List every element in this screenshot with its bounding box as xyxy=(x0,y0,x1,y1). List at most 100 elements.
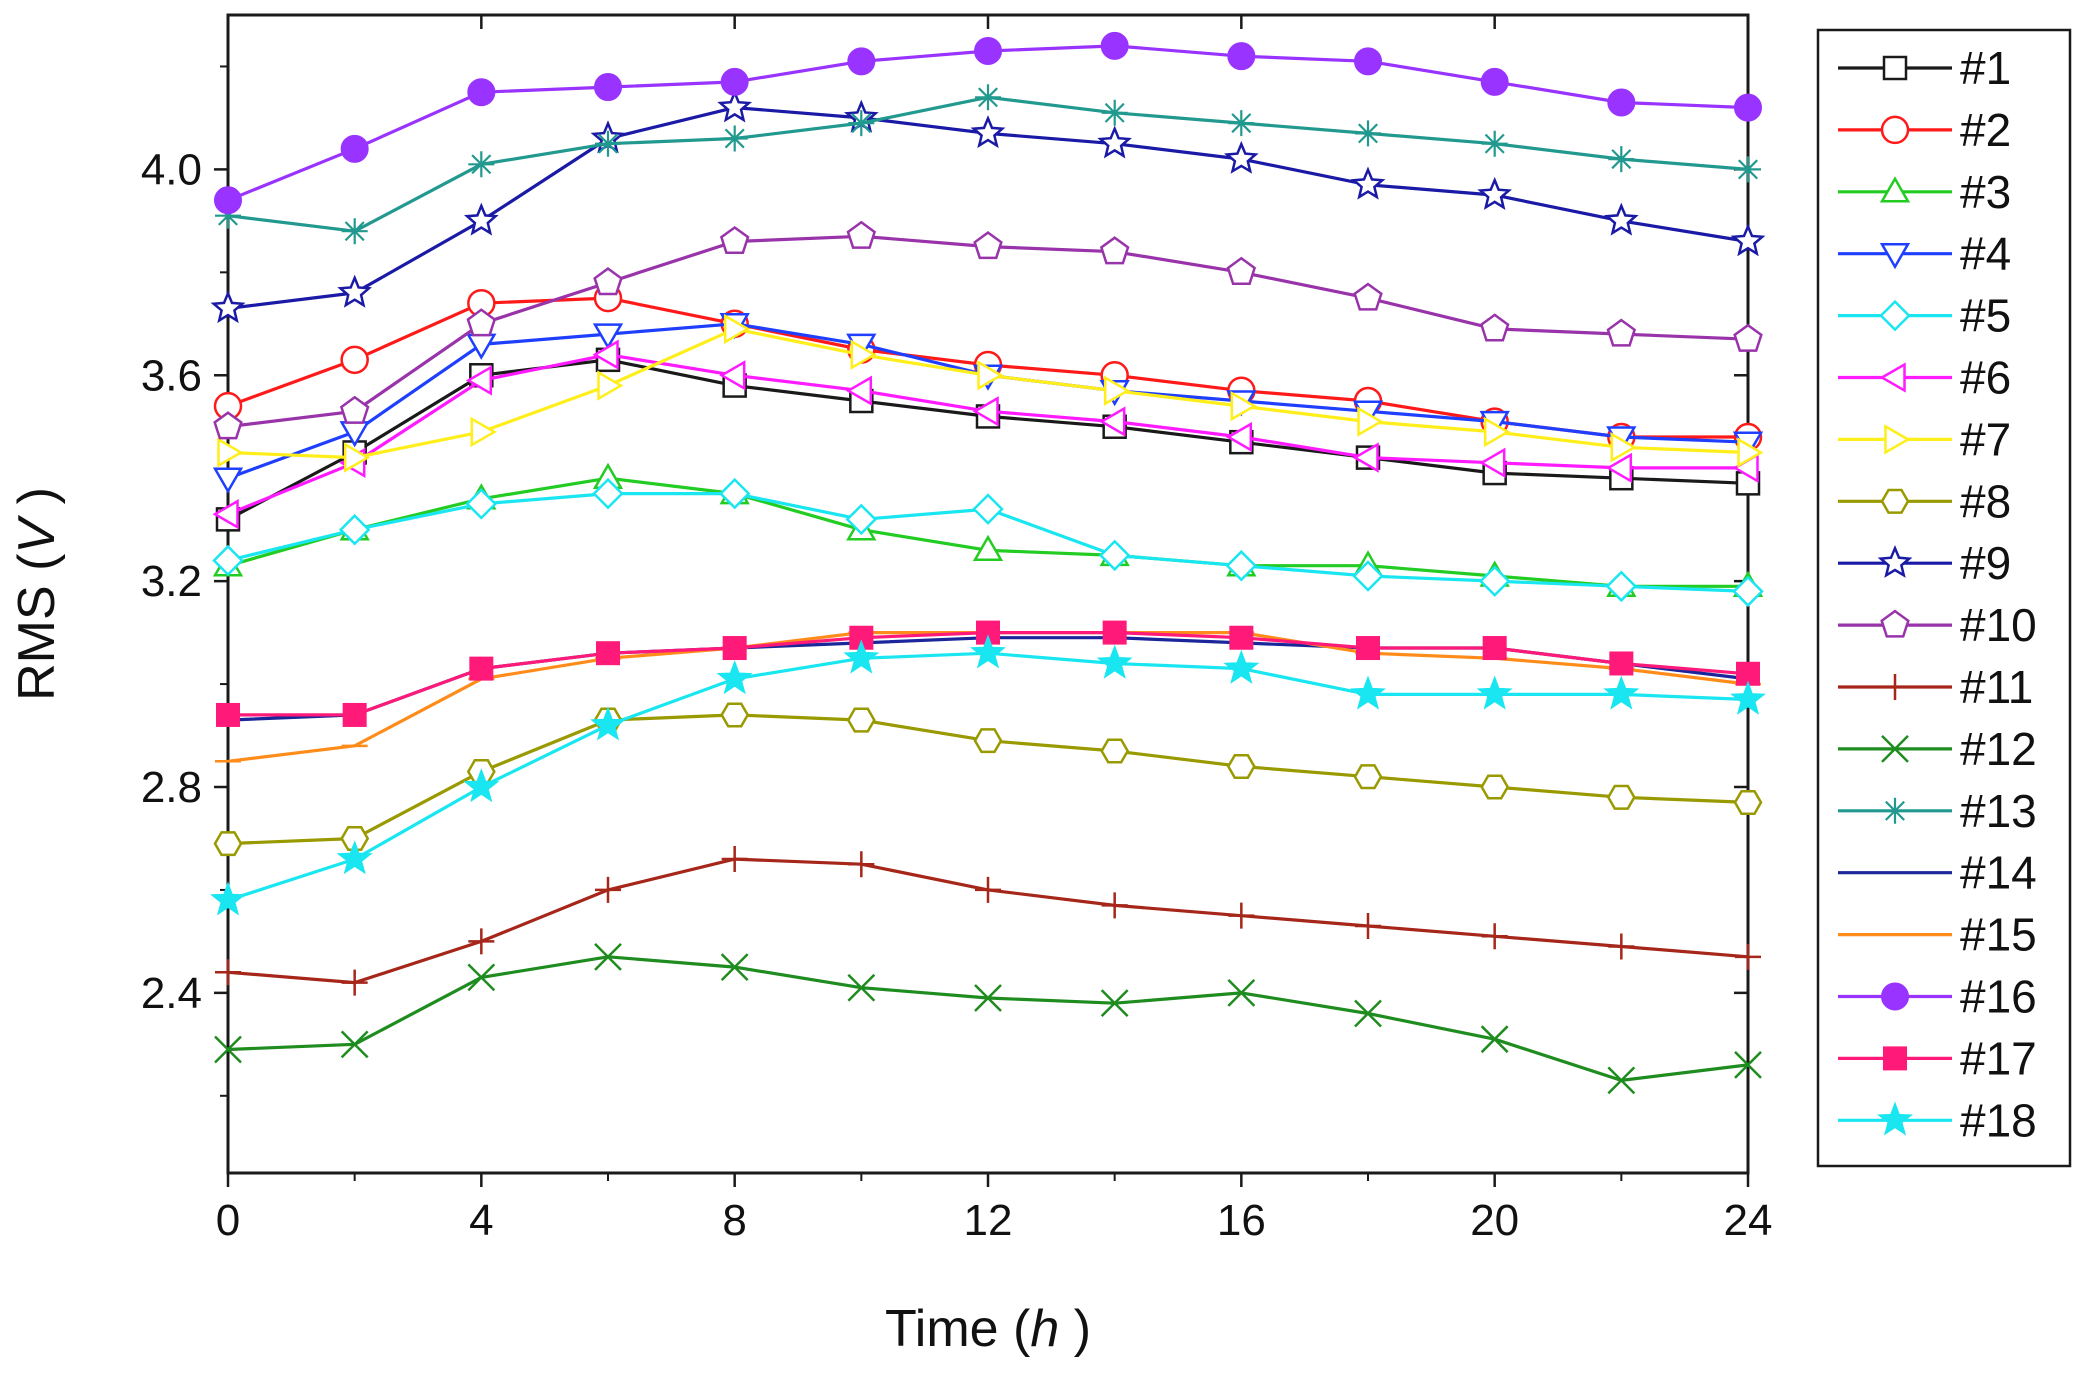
data-point xyxy=(213,411,243,440)
legend-label: #7 xyxy=(1960,413,2011,465)
data-point xyxy=(723,313,751,345)
data-point xyxy=(215,959,241,986)
data-point xyxy=(1097,125,1132,159)
data-point xyxy=(847,47,876,76)
legend-item: #15 xyxy=(1838,909,2037,961)
data-point xyxy=(1733,323,1763,352)
data-point xyxy=(340,134,369,163)
legend-label: #2 xyxy=(1960,104,2011,156)
data-point xyxy=(848,110,875,137)
data-point xyxy=(1225,549,1258,582)
data-point xyxy=(1228,110,1255,137)
data-point xyxy=(974,984,1002,1012)
data-point xyxy=(593,267,623,296)
y-axis-title-unit: V xyxy=(8,515,66,554)
data-point xyxy=(464,202,499,236)
legend-label: #10 xyxy=(1960,599,2037,651)
legend-label: #8 xyxy=(1960,475,2011,527)
series-16 xyxy=(214,31,1762,215)
series-6 xyxy=(212,339,1759,530)
data-point xyxy=(1224,140,1259,174)
data-point xyxy=(1479,313,1510,342)
legend-label: #16 xyxy=(1960,971,2037,1023)
data-point xyxy=(1608,933,1635,960)
data-point xyxy=(720,67,749,96)
data-point xyxy=(1102,620,1127,645)
x-axis-title-main: Time ( xyxy=(885,1300,1031,1358)
data-point xyxy=(592,339,619,370)
legend-box xyxy=(1816,28,2072,1168)
data-point xyxy=(719,225,750,255)
data-point xyxy=(1606,784,1636,810)
legend-marker xyxy=(1879,299,1911,332)
legend-marker xyxy=(1882,674,1908,700)
data-point xyxy=(1226,256,1257,285)
axes: 0 4 8 12 16 20 24 2.4 2.8 3.2 3.6 4.0 xyxy=(141,15,1773,1245)
data-point xyxy=(465,365,493,396)
x-tick-label: 20 xyxy=(1470,1196,1519,1245)
series-13 xyxy=(215,84,1761,245)
data-point xyxy=(1479,447,1506,478)
y-axis-title: RMS (V ) xyxy=(8,487,66,701)
data-point xyxy=(973,231,1003,260)
data-point xyxy=(846,220,877,249)
legend-marker xyxy=(1884,424,1911,455)
series-12 xyxy=(214,942,1762,1095)
legend-item: #17 xyxy=(1838,1032,2037,1084)
data-point xyxy=(1603,675,1640,710)
legend-label: #9 xyxy=(1960,537,2011,589)
x-tick-label: 12 xyxy=(964,1196,1013,1245)
legend-label: #3 xyxy=(1960,166,2011,218)
data-point xyxy=(1735,943,1761,970)
data-point xyxy=(336,840,373,875)
legend-item: #9 xyxy=(1838,537,2011,589)
data-point xyxy=(1100,989,1129,1018)
data-point xyxy=(463,768,500,803)
data-point xyxy=(1607,88,1636,117)
data-point xyxy=(338,513,371,546)
data-point xyxy=(1734,1051,1762,1079)
series-5 xyxy=(212,477,1764,608)
data-point xyxy=(1229,625,1254,650)
data-point xyxy=(469,656,494,681)
data-point xyxy=(212,544,244,577)
data-point xyxy=(1099,406,1126,437)
data-point xyxy=(215,202,241,229)
data-point xyxy=(1350,675,1386,710)
data-point xyxy=(343,442,371,473)
data-point xyxy=(1477,176,1512,210)
data-point xyxy=(1355,120,1381,147)
data-point xyxy=(1606,318,1637,347)
x-tick-label: 24 xyxy=(1724,1196,1773,1245)
data-point xyxy=(210,290,246,324)
y-tick-label: 2.8 xyxy=(141,763,202,812)
data-point xyxy=(596,641,620,666)
legend-item: #7 xyxy=(1838,413,2011,465)
data-point xyxy=(1609,651,1634,676)
x-axis-title-unit: h xyxy=(1030,1300,1059,1358)
legend-item: #16 xyxy=(1838,971,2037,1023)
data-point xyxy=(1735,156,1761,183)
legend-label: #14 xyxy=(1960,847,2037,899)
series-18 xyxy=(210,634,1766,916)
data-point xyxy=(1101,99,1128,126)
data-point xyxy=(216,702,240,727)
data-point xyxy=(1353,764,1383,790)
data-point xyxy=(720,702,750,728)
data-point xyxy=(1098,539,1131,572)
legend-marker xyxy=(1882,797,1908,824)
data-point xyxy=(1357,406,1384,437)
data-point xyxy=(716,660,753,695)
data-point xyxy=(1478,565,1511,597)
legend-item: #14 xyxy=(1838,847,2037,899)
data-point xyxy=(214,186,242,215)
data-point xyxy=(1604,202,1639,236)
legend-marker xyxy=(1880,609,1910,638)
legend-item: #2 xyxy=(1838,104,2011,156)
legend-label: #4 xyxy=(1960,228,2011,280)
data-point xyxy=(1730,223,1766,257)
data-point xyxy=(720,953,749,982)
legend-label: #6 xyxy=(1960,352,2011,404)
data-point xyxy=(1354,47,1382,76)
x-tick-label: 0 xyxy=(216,1196,240,1245)
